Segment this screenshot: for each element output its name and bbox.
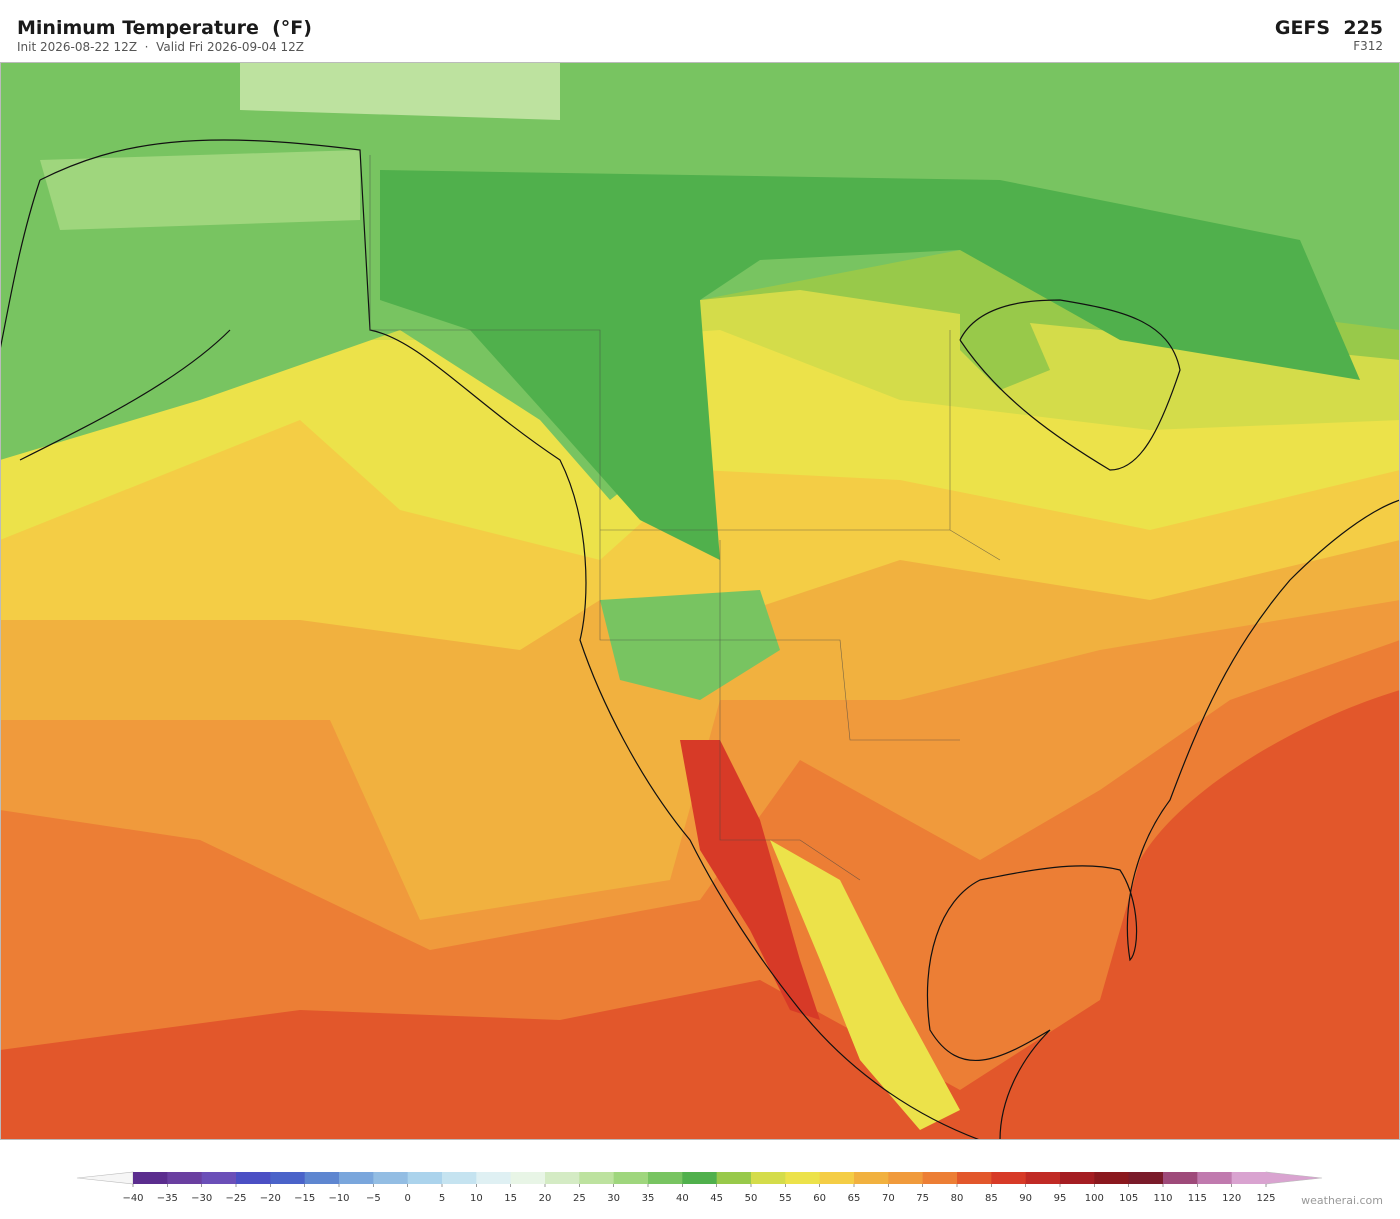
- colorbar-label: 120: [1222, 1193, 1241, 1204]
- colorbar-swatch: [922, 1172, 958, 1184]
- colorbar-swatch: [648, 1172, 683, 1184]
- colorbar-swatch: [819, 1172, 855, 1184]
- colorbar-label: 60: [813, 1193, 826, 1204]
- colorbar-label: −25: [225, 1193, 246, 1204]
- map-field: [240, 62, 560, 120]
- colorbar-swatch: [133, 1172, 168, 1184]
- colorbar-label: −10: [328, 1193, 349, 1204]
- colorbar-swatch: [1163, 1172, 1198, 1184]
- colorbar-swatch: [1128, 1172, 1164, 1184]
- subtitle: Init 2026-08-22 12Z · Valid Fri 2026-09-…: [17, 40, 304, 54]
- colorbar-swatch: [716, 1172, 752, 1184]
- colorbar-label: 40: [676, 1193, 689, 1204]
- colorbar-swatch: [442, 1172, 477, 1184]
- colorbar-swatch: [785, 1172, 821, 1184]
- colorbar-swatch: [167, 1172, 203, 1184]
- colorbar-label: 25: [573, 1193, 586, 1204]
- colorbar-label: 50: [745, 1193, 758, 1204]
- title: Minimum Temperature (°F): [17, 17, 312, 39]
- colorbar-label: 80: [951, 1193, 964, 1204]
- colorbar-label: 55: [779, 1193, 792, 1204]
- credit: weatherai.com: [1301, 1194, 1383, 1207]
- model: GEFS 225: [1275, 17, 1383, 39]
- colorbar-swatch: [201, 1172, 237, 1184]
- colorbar-label: 75: [916, 1193, 929, 1204]
- map-field: [600, 590, 780, 700]
- colorbar-label: 100: [1085, 1193, 1104, 1204]
- map: [0, 62, 1400, 1140]
- colorbar-swatch: [304, 1172, 340, 1184]
- colorbar-swatch: [407, 1172, 443, 1184]
- borders: [369, 155, 1001, 881]
- colorbar-swatch: [476, 1172, 512, 1184]
- colorbar-under: [76, 1171, 134, 1185]
- colorbar-label: 15: [504, 1193, 517, 1204]
- colorbar-label: 70: [882, 1193, 895, 1204]
- map-field: [960, 300, 1050, 390]
- colorbar-label: 35: [642, 1193, 655, 1204]
- colorbar-label: 125: [1256, 1193, 1275, 1204]
- colorbar-label: 0: [404, 1193, 410, 1204]
- colorbar-swatch: [1197, 1172, 1233, 1184]
- map-field: [40, 150, 360, 230]
- colorbar-swatch: [1060, 1172, 1095, 1184]
- colorbar-label: −40: [122, 1193, 143, 1204]
- map-field: [680, 740, 820, 1020]
- colorbar-swatch: [236, 1172, 271, 1184]
- colorbar-label: 30: [607, 1193, 620, 1204]
- colorbar-swatch: [270, 1172, 306, 1184]
- colorbar-swatch: [682, 1172, 718, 1184]
- colorbar-label: 65: [848, 1193, 861, 1204]
- colorbar-over: [1265, 1171, 1323, 1185]
- colorbar-swatch: [373, 1172, 409, 1184]
- colorbar-label: 95: [1054, 1193, 1067, 1204]
- colorbar-swatch: [339, 1172, 374, 1184]
- colorbar-swatch: [545, 1172, 580, 1184]
- colorbar-label: −30: [191, 1193, 212, 1204]
- colorbar-label: −5: [366, 1193, 381, 1204]
- colorbar: −40 −35 −30 −25 −20 −15 −10 −5 0 5 10 15 20 25 30 35 40 4…: [76, 1171, 1323, 1204]
- coastline: [0, 139, 1400, 1140]
- colorbar-label: 110: [1153, 1193, 1172, 1204]
- colorbar-label: 10: [470, 1193, 483, 1204]
- colorbar-swatch: [1025, 1172, 1061, 1184]
- colorbar-swatch: [579, 1172, 615, 1184]
- colorbar-label: 90: [1019, 1193, 1032, 1204]
- forecast-hour: F312: [1353, 39, 1383, 53]
- colorbar-swatch: [888, 1172, 924, 1184]
- colorbar-label: −35: [157, 1193, 178, 1204]
- colorbar-swatch: [510, 1172, 546, 1184]
- colorbar-swatch: [1094, 1172, 1130, 1184]
- colorbar-swatch: [751, 1172, 786, 1184]
- colorbar-label: 85: [985, 1193, 998, 1204]
- colorbar-label: −20: [260, 1193, 281, 1204]
- map-field: [380, 170, 1360, 560]
- colorbar-label: 20: [539, 1193, 552, 1204]
- colorbar-swatch: [854, 1172, 889, 1184]
- map-field: [770, 840, 960, 1130]
- colorbar-swatch: [957, 1172, 992, 1184]
- colorbar-label: 115: [1188, 1193, 1207, 1204]
- colorbar-swatch: [991, 1172, 1027, 1184]
- colorbar-label: −15: [294, 1193, 315, 1204]
- colorbar-label: 5: [439, 1193, 445, 1204]
- colorbar-swatch: [1231, 1172, 1267, 1184]
- colorbar-label: 45: [710, 1193, 723, 1204]
- colorbar-label: 105: [1119, 1193, 1138, 1204]
- colorbar-swatch: [613, 1172, 649, 1184]
